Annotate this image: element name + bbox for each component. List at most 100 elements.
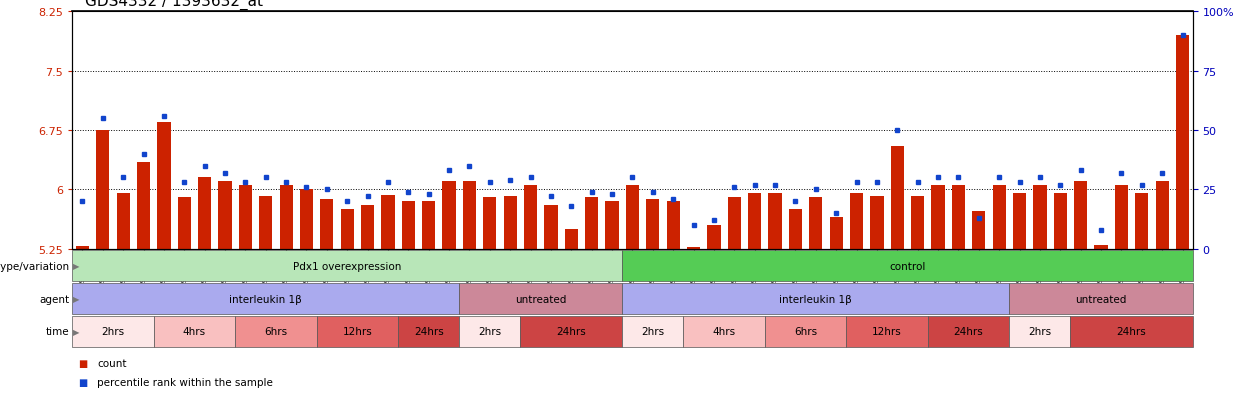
Bar [96,131,110,249]
Bar [622,316,684,347]
Bar [768,194,782,249]
Text: ▶: ▶ [73,327,80,336]
Bar [1135,194,1148,249]
Bar [72,316,153,347]
Bar [483,198,497,249]
Bar [198,178,212,249]
Bar [72,283,459,314]
Bar [1010,283,1193,314]
Bar [153,316,235,347]
Text: ■: ■ [78,358,87,368]
Bar [459,316,520,347]
Text: 12hrs: 12hrs [873,326,901,337]
Bar [422,202,436,249]
Bar [544,206,558,249]
Bar [890,147,904,249]
Bar [847,316,928,347]
Text: interleukin 1β: interleukin 1β [779,294,852,304]
Bar [622,251,1193,282]
Text: percentile rank within the sample: percentile rank within the sample [97,377,273,387]
Bar [605,202,619,249]
Text: Pdx1 overexpression: Pdx1 overexpression [293,261,401,271]
Text: agent: agent [40,294,70,304]
Text: untreated: untreated [515,294,566,304]
Bar [829,218,843,249]
Bar [524,186,538,249]
Bar [684,316,764,347]
Bar [157,123,171,249]
Bar [76,247,90,249]
Bar [928,316,1010,347]
Bar [398,316,459,347]
Bar [1175,36,1189,249]
Bar [72,251,622,282]
Bar [259,196,273,249]
Text: untreated: untreated [1076,294,1127,304]
Bar [117,194,129,249]
Text: 4hrs: 4hrs [712,326,736,337]
Bar [789,210,802,249]
Text: ■: ■ [78,377,87,387]
Bar [1094,245,1108,249]
Bar [1053,194,1067,249]
Bar [622,283,1010,314]
Bar [748,194,761,249]
Bar [1074,182,1087,249]
Bar [381,195,395,249]
Bar [1114,186,1128,249]
Bar [361,206,375,249]
Bar [666,202,680,249]
Text: ▶: ▶ [73,294,80,303]
Bar [727,198,741,249]
Text: control: control [889,261,926,271]
Text: 4hrs: 4hrs [183,326,205,337]
Bar [300,190,314,249]
Bar [707,225,721,249]
Bar [463,182,476,249]
Text: 24hrs: 24hrs [413,326,443,337]
Text: count: count [97,358,127,368]
Text: ▶: ▶ [73,262,80,271]
Bar [626,186,639,249]
Text: time: time [46,326,70,337]
Bar [503,196,517,249]
Bar [951,186,965,249]
Text: 12hrs: 12hrs [342,326,372,337]
Text: 24hrs: 24hrs [954,326,984,337]
Bar [646,199,660,249]
Bar [911,196,924,249]
Bar [1010,316,1071,347]
Bar [687,247,700,249]
Bar [279,186,293,249]
Text: 6hrs: 6hrs [794,326,817,337]
Text: 6hrs: 6hrs [264,326,288,337]
Bar [931,186,945,249]
Bar [459,283,622,314]
Bar [1033,186,1047,249]
Text: 24hrs: 24hrs [1117,326,1147,337]
Bar [850,194,863,249]
Bar [442,182,456,249]
Text: genotype/variation: genotype/variation [0,261,70,271]
Bar [1013,194,1026,249]
Bar [320,199,334,249]
Bar [239,186,251,249]
Bar [402,202,415,249]
Bar [1071,316,1193,347]
Bar [1155,182,1169,249]
Text: GDS4332 / 1393632_at: GDS4332 / 1393632_at [85,0,263,10]
Bar [992,186,1006,249]
Bar [137,162,151,249]
Bar [218,182,232,249]
Bar [520,316,622,347]
Text: 2hrs: 2hrs [641,326,665,337]
Bar [764,316,847,347]
Bar [972,212,986,249]
Text: 24hrs: 24hrs [557,326,586,337]
Bar [565,229,578,249]
Bar [316,316,398,347]
Text: interleukin 1β: interleukin 1β [229,294,303,304]
Bar [341,210,354,249]
Bar [870,196,884,249]
Bar [178,198,190,249]
